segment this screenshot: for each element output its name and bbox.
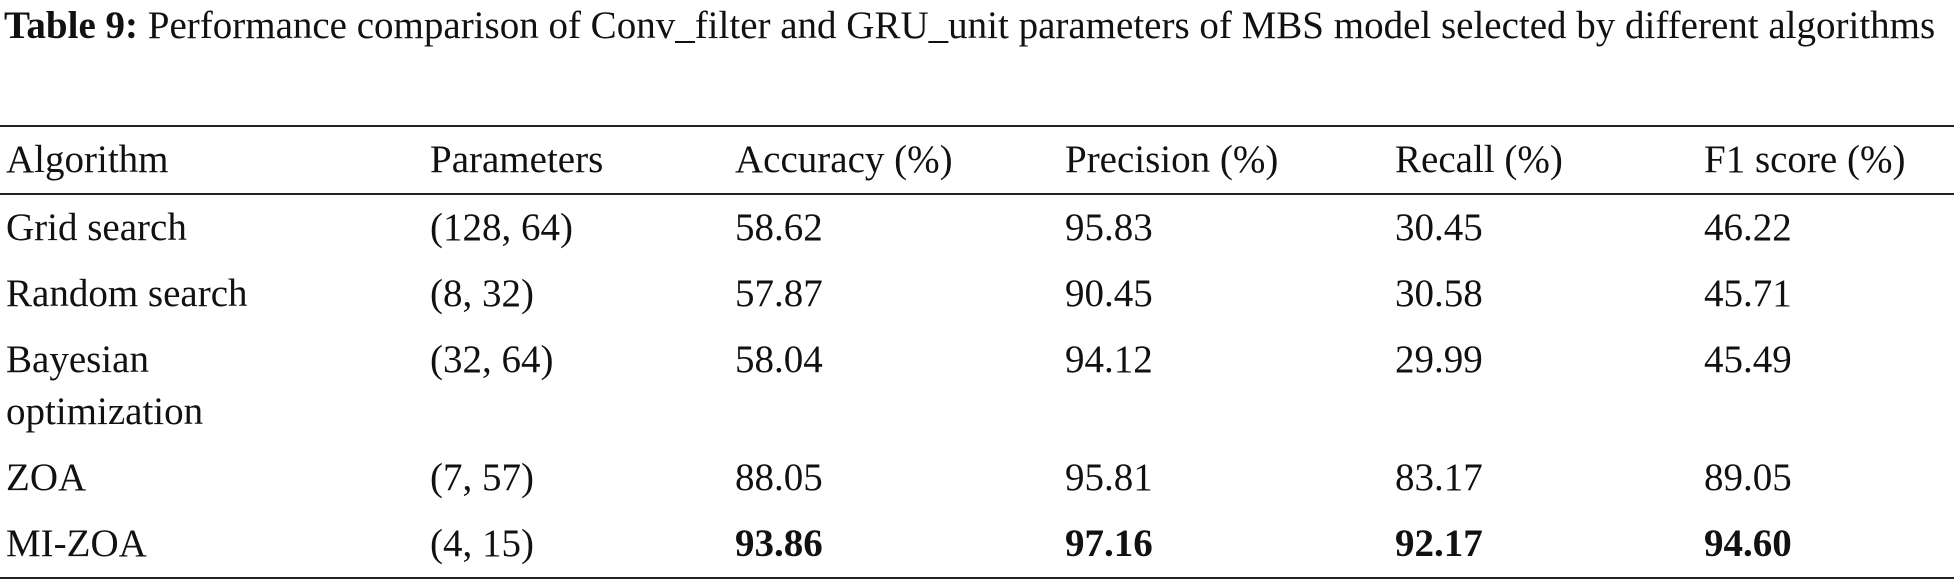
- table-cell: ZOA: [0, 445, 430, 511]
- table-cell: MI-ZOA: [0, 511, 430, 578]
- cell-text: (128, 64): [430, 206, 573, 249]
- table-cell: (4, 15): [430, 511, 735, 578]
- cell-text: 30.45: [1395, 206, 1483, 249]
- cell-text: 30.58: [1395, 272, 1483, 315]
- cell-text: 57.87: [735, 272, 823, 315]
- table-cell: 58.04: [735, 327, 1065, 445]
- cell-text: 58.04: [735, 338, 823, 381]
- header-cell: Accuracy (%): [735, 138, 953, 181]
- header-row: Algorithm Parameters Accuracy (%) Precision…: [0, 126, 1954, 194]
- table-body: Grid search (128, 64) 58.62 95.83 30.45 46.22…: [0, 194, 1954, 578]
- table-cell: 46.22: [1704, 194, 1954, 261]
- cell-text: 88.05: [735, 456, 823, 499]
- table-cell: 90.45: [1065, 261, 1395, 327]
- table-cell: (32, 64): [430, 327, 735, 445]
- cell-text: 46.22: [1704, 206, 1792, 249]
- cell-text: 94.12: [1065, 338, 1153, 381]
- cell-text: (7, 57): [430, 456, 534, 499]
- cell-text: 45.71: [1704, 272, 1792, 315]
- cell-text: 93.86: [735, 522, 823, 565]
- table-cell: Grid search: [0, 194, 430, 261]
- table-cell: 58.62: [735, 194, 1065, 261]
- cell-text: 92.17: [1395, 522, 1483, 565]
- table-cell: 29.99: [1395, 327, 1704, 445]
- cell-text: 95.83: [1065, 206, 1153, 249]
- table-cell: Random search: [0, 261, 430, 327]
- cell-text: 89.05: [1704, 456, 1792, 499]
- table-cell: 89.05: [1704, 445, 1954, 511]
- header-cell: Algorithm: [6, 138, 169, 181]
- cell-text: 58.62: [735, 206, 823, 249]
- table-row: MI-ZOA (4, 15) 93.86 97.16 92.17 94.60: [0, 511, 1954, 578]
- header-cell: Parameters: [430, 138, 604, 181]
- table-row: ZOA (7, 57) 88.05 95.81 83.17 89.05: [0, 445, 1954, 511]
- table-cell: 30.58: [1395, 261, 1704, 327]
- results-table: Algorithm Parameters Accuracy (%) Precision…: [0, 125, 1954, 579]
- table-cell: (7, 57): [430, 445, 735, 511]
- table-cell: 30.45: [1395, 194, 1704, 261]
- table-cell: 45.49: [1704, 327, 1954, 445]
- cell-text: (32, 64): [430, 338, 554, 381]
- cell-text: (4, 15): [430, 522, 534, 565]
- cell-text: 94.60: [1704, 522, 1792, 565]
- cell-text: (8, 32): [430, 272, 534, 315]
- table-cell: 93.86: [735, 511, 1065, 578]
- header-cell: F1 score (%): [1704, 138, 1906, 181]
- cell-text: MI-ZOA: [6, 522, 147, 565]
- cell-text: 29.99: [1395, 338, 1483, 381]
- table-row: Grid search (128, 64) 58.62 95.83 30.45 46.22: [0, 194, 1954, 261]
- table-cell: 97.16: [1065, 511, 1395, 578]
- header-cell: Precision (%): [1065, 138, 1279, 181]
- table-cell: 95.81: [1065, 445, 1395, 511]
- caption-label: Table 9:: [4, 4, 139, 47]
- table-cell: 83.17: [1395, 445, 1704, 511]
- cell-text: ZOA: [6, 456, 87, 499]
- table-cell: 95.83: [1065, 194, 1395, 261]
- cell-text: 45.49: [1704, 338, 1792, 381]
- caption-text: Performance comparison of Conv_filter an…: [147, 4, 1936, 47]
- table-cell: 92.17: [1395, 511, 1704, 578]
- cell-text: Random search: [6, 272, 248, 315]
- table-cell: (128, 64): [430, 194, 735, 261]
- table-cell: 94.12: [1065, 327, 1395, 445]
- header-cell: Recall (%): [1395, 138, 1563, 181]
- table-cell: Bayesian optimization: [0, 327, 430, 445]
- cell-text: 95.81: [1065, 456, 1153, 499]
- cell-text: Grid search: [6, 206, 187, 249]
- table-cell: 45.71: [1704, 261, 1954, 327]
- table-caption: Table 9: Performance comparison of Conv_…: [4, 4, 1952, 48]
- cell-text: 83.17: [1395, 456, 1483, 499]
- table-cell: 88.05: [735, 445, 1065, 511]
- table-cell: 94.60: [1704, 511, 1954, 578]
- cell-text: 90.45: [1065, 272, 1153, 315]
- table-row: Bayesian optimization (32, 64) 58.04 94.12 2…: [0, 327, 1954, 445]
- table-cell: (8, 32): [430, 261, 735, 327]
- cell-text: Bayesian optimization: [6, 338, 204, 433]
- table-cell: 57.87: [735, 261, 1065, 327]
- table-row: Random search (8, 32) 57.87 90.45 30.58 45.71: [0, 261, 1954, 327]
- cell-text: 97.16: [1065, 522, 1153, 565]
